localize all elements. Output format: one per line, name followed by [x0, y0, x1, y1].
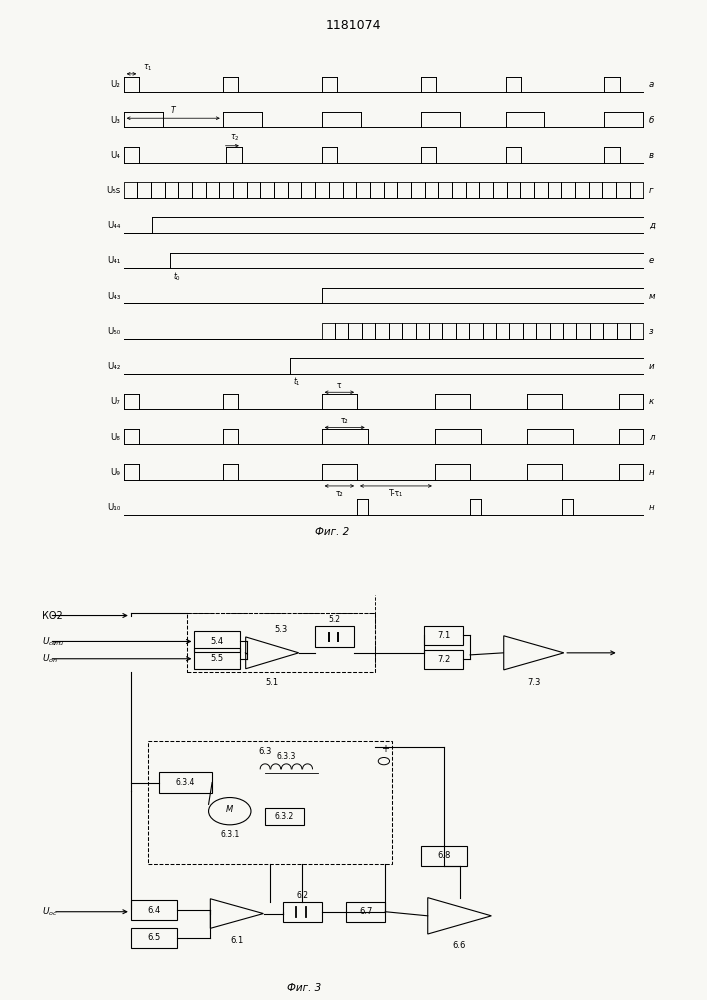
Text: U₄₄: U₄₄: [107, 221, 120, 230]
Text: н: н: [649, 468, 655, 477]
Text: 6.3: 6.3: [259, 747, 272, 756]
Text: $\tau_1$: $\tau_1$: [143, 62, 152, 73]
Text: в: в: [649, 151, 654, 160]
Text: б: б: [649, 116, 655, 125]
Text: $U_{oc}$: $U_{oc}$: [42, 905, 58, 918]
Text: л: л: [649, 433, 655, 442]
Text: а: а: [649, 80, 654, 89]
Text: з: з: [649, 327, 654, 336]
Text: Фиг. 2: Фиг. 2: [315, 527, 349, 537]
Text: 7.1: 7.1: [437, 631, 450, 640]
Text: T-τ₁: T-τ₁: [389, 489, 403, 498]
Text: U₄₃: U₄₃: [107, 292, 120, 301]
Text: +: +: [381, 744, 389, 754]
Bar: [283, 902, 322, 922]
Text: $U_{on}$: $U_{on}$: [42, 652, 59, 665]
Text: 6.2: 6.2: [296, 891, 308, 900]
Text: н: н: [649, 503, 655, 512]
Bar: [346, 902, 385, 922]
Text: к: к: [649, 397, 654, 406]
Text: $T$: $T$: [170, 104, 177, 115]
Text: U₂: U₂: [110, 80, 120, 89]
Text: τ₂: τ₂: [341, 416, 349, 425]
Text: U₉: U₉: [110, 468, 120, 477]
Text: 5.2: 5.2: [328, 615, 340, 624]
Text: U₃: U₃: [110, 116, 120, 125]
Text: 5.4: 5.4: [211, 637, 224, 646]
Text: U₄: U₄: [110, 151, 120, 160]
Text: 6.4: 6.4: [147, 906, 160, 915]
Text: $t_1$: $t_1$: [293, 376, 301, 388]
Bar: [421, 846, 467, 866]
Text: 6.3.1: 6.3.1: [220, 830, 240, 839]
Text: г: г: [649, 186, 653, 195]
Text: M: M: [226, 805, 233, 814]
Text: $\tau_2$: $\tau_2$: [230, 133, 239, 143]
Text: U₈: U₈: [110, 433, 120, 442]
Text: 6.3.3: 6.3.3: [276, 752, 296, 761]
Text: 7.3: 7.3: [527, 678, 540, 687]
Bar: [194, 631, 240, 652]
Text: τ₂: τ₂: [336, 489, 343, 498]
Text: 6.3.2: 6.3.2: [275, 812, 294, 821]
Text: д: д: [649, 221, 655, 230]
Bar: [131, 900, 177, 920]
Text: $U_{c\!e\!m\!u}$: $U_{c\!e\!m\!u}$: [42, 635, 65, 648]
Text: U₅₀: U₅₀: [107, 327, 120, 336]
Bar: [159, 772, 212, 793]
Text: Фиг. 3: Фиг. 3: [287, 983, 321, 993]
Bar: [265, 808, 304, 825]
Text: 6.3.4: 6.3.4: [176, 778, 195, 787]
Text: U₇: U₇: [110, 397, 120, 406]
Text: и: и: [649, 362, 655, 371]
Text: 6.1: 6.1: [230, 936, 243, 945]
Bar: [131, 928, 177, 948]
Text: 5.1: 5.1: [266, 678, 279, 687]
Bar: [187, 613, 375, 672]
Text: 1181074: 1181074: [326, 19, 381, 32]
Text: τ: τ: [337, 381, 341, 390]
Bar: [424, 626, 463, 645]
Bar: [194, 648, 240, 669]
Text: 6.6: 6.6: [453, 941, 466, 950]
Text: 6.5: 6.5: [147, 933, 160, 942]
Text: 6.8: 6.8: [437, 851, 450, 860]
Text: U₅s: U₅s: [106, 186, 120, 195]
Bar: [424, 650, 463, 669]
Text: м: м: [649, 292, 655, 301]
Bar: [315, 626, 354, 647]
Text: 6.7: 6.7: [359, 907, 373, 916]
Text: 5.5: 5.5: [211, 654, 224, 663]
Text: 7.2: 7.2: [437, 655, 450, 664]
Text: U₄₁: U₄₁: [107, 256, 120, 265]
Text: $t_0$: $t_0$: [173, 270, 181, 283]
Text: КО2: КО2: [42, 611, 63, 621]
Text: U₄₂: U₄₂: [107, 362, 120, 371]
Bar: [148, 741, 392, 863]
Text: 5.3: 5.3: [274, 625, 288, 634]
Text: U₁₀: U₁₀: [107, 503, 120, 512]
Text: е: е: [649, 256, 654, 265]
